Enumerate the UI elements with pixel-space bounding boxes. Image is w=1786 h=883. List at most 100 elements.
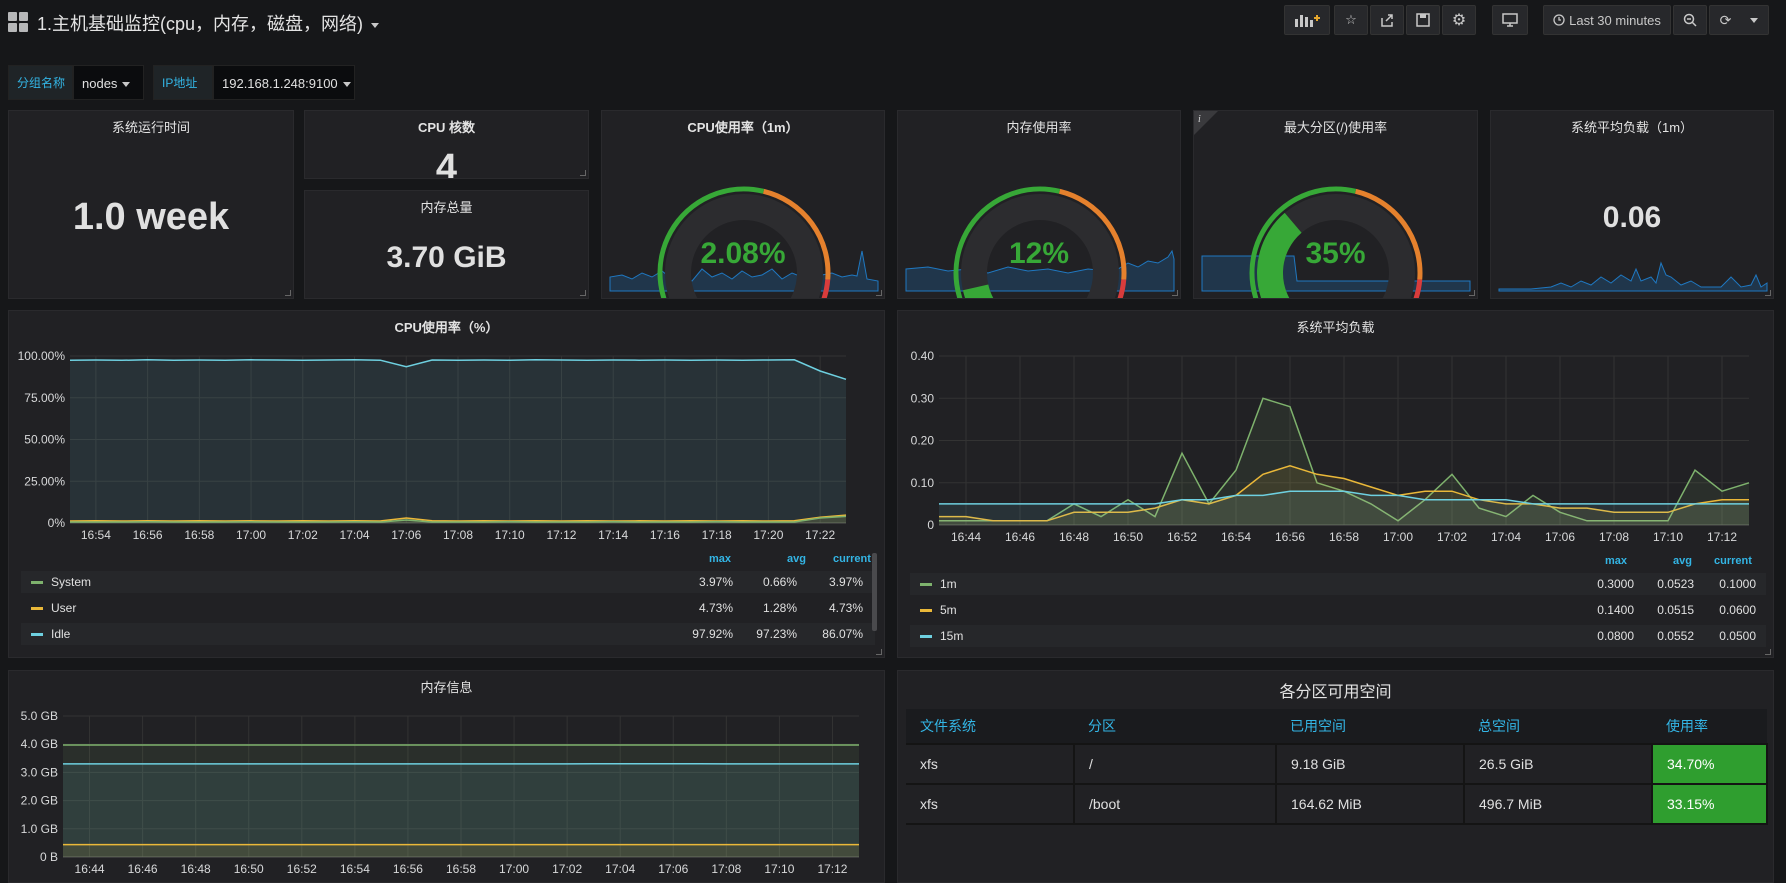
legend-row-user[interactable]: User 4.73% 1.28% 4.73% (21, 597, 875, 619)
memory-chart[interactable]: 5.0 GB 4.0 GB 3.0 GB 2.0 GB 1.0 GB 0 B 16:44 16… (9, 671, 885, 883)
x-tick-label: 16:56 (1275, 530, 1305, 544)
legend-header-avg[interactable]: avg (1673, 555, 1692, 567)
legend-swatch[interactable] (31, 633, 43, 637)
x-tick-label: 16:56 (133, 528, 163, 542)
x-tick-label: 16:58 (1329, 530, 1359, 544)
y-tick-label: 0% (48, 516, 66, 530)
column-header-used[interactable]: 已用空间 (1276, 709, 1464, 745)
legend-swatch[interactable] (920, 635, 932, 639)
variable-group-value: nodes (82, 76, 118, 91)
x-tick-label: 16:54 (340, 862, 370, 876)
y-tick-label: 0.20 (911, 434, 935, 448)
legend-max: 0.3000 (1597, 577, 1634, 591)
view-mode-button[interactable] (1492, 5, 1528, 35)
column-header-usage[interactable]: 使用率 (1652, 709, 1767, 745)
resize-handle[interactable] (1172, 290, 1178, 296)
add-panel-button[interactable] (1284, 5, 1330, 35)
x-tick-label: 17:20 (753, 528, 783, 542)
save-icon (1416, 13, 1430, 27)
gauge-track (665, 194, 823, 298)
legend-header-max[interactable]: max (709, 553, 732, 565)
panel-cpu-cores: CPU 核数 4 (304, 110, 589, 179)
legend-row-15m[interactable]: 15m 0.0800 0.0552 0.0500 (910, 625, 1766, 647)
variable-select-group[interactable]: 192.168.1.248:9100 nodes (73, 65, 144, 100)
legend-header-current[interactable]: current (1714, 555, 1752, 567)
top-navbar: 1.主机基础监控(cpu，内存，磁盘，网络) ☆ ⚙ Last 30 minut… (0, 0, 1786, 44)
column-header-total[interactable]: 总空间 (1464, 709, 1652, 745)
resize-handle[interactable] (580, 170, 586, 176)
dashboard-title: 1.主机基础监控(cpu，内存，磁盘，网络) (37, 14, 364, 34)
zoom-out-icon (1683, 13, 1697, 27)
panel-mem-usage-gauge: 内存使用率 12% (897, 110, 1181, 299)
legend-header-avg[interactable]: avg (787, 553, 806, 565)
legend-name: System (51, 575, 92, 589)
column-header-partition[interactable]: 分区 (1074, 709, 1276, 745)
legend-avg: 97.23% (756, 627, 797, 641)
dashboard-settings-button[interactable]: ⚙ (1442, 5, 1476, 35)
legend-row-1m[interactable]: 1m 0.3000 0.0523 0.1000 (910, 573, 1766, 595)
load-average-chart[interactable]: 0.40 0.30 0.20 0.10 0 16:44 16:46 16:48 16:50 16:… (898, 311, 1774, 551)
star-dashboard-button[interactable]: ☆ (1334, 5, 1368, 35)
x-tick-label: 17:12 (546, 528, 576, 542)
panel-title: 系统平均负载（1m） (1570, 120, 1694, 135)
x-tick-label: 17:02 (288, 528, 318, 542)
chevron-down-icon (371, 22, 380, 28)
legend-row-5m[interactable]: 5m 0.1400 0.0515 0.0600 (910, 599, 1766, 621)
series-line-5m[interactable] (939, 465, 1749, 522)
legend-swatch[interactable] (31, 581, 43, 585)
legend-swatch[interactable] (31, 607, 43, 611)
cpu-usage-value: 2.08% (700, 237, 786, 270)
info-corner-icon[interactable]: i (1194, 111, 1218, 135)
x-tick-label: 17:16 (650, 528, 680, 542)
variable-ip-value: 192.168.1.248:9100 (222, 76, 338, 91)
cell-partition: /boot (1074, 784, 1277, 825)
cpu-usage-chart[interactable]: 100.00% 75.00% 50.00% 25.00% 0% 16:54 16:56 16:… (9, 311, 885, 551)
gauge-threshold-orange (1355, 188, 1423, 280)
time-range-picker[interactable]: Last 30 minutes (1543, 5, 1671, 35)
resize-handle[interactable] (1765, 649, 1771, 655)
save-dashboard-button[interactable] (1406, 5, 1440, 35)
series-line-15m[interactable] (939, 490, 1749, 505)
zoom-out-button[interactable] (1673, 5, 1707, 35)
x-tick-label: 17:10 (495, 528, 525, 542)
legend-row-system[interactable]: System 3.97% 0.66% 3.97% (21, 571, 875, 593)
load-sparkline-svg (1498, 261, 1768, 292)
dashboard-grid-icon[interactable] (8, 12, 28, 32)
share-dashboard-button[interactable] (1370, 5, 1404, 35)
gauge-threshold-red (1413, 279, 1423, 298)
cell-partition: / (1074, 744, 1277, 785)
panel-title: CPU 核数 (417, 120, 476, 135)
legend-current: 0.1000 (1719, 577, 1756, 591)
legend-swatch[interactable] (920, 583, 932, 587)
x-tick-label: 17:00 (1383, 530, 1413, 544)
series-line-Idle[interactable] (69, 359, 847, 381)
resize-handle[interactable] (876, 290, 882, 296)
legend-scrollbar[interactable] (872, 553, 877, 631)
legend-swatch[interactable] (920, 609, 932, 613)
legend-name: Idle (51, 627, 71, 641)
resize-handle[interactable] (1469, 290, 1475, 296)
gauge-threshold-orange (763, 188, 831, 280)
column-header-filesystem[interactable]: 文件系统 (906, 709, 1074, 745)
legend-current: 0.0500 (1719, 629, 1756, 643)
sparkline-area (1498, 261, 1768, 292)
legend-header-max[interactable]: max (1605, 555, 1628, 567)
resize-handle[interactable] (285, 290, 291, 296)
legend-avg: 0.66% (762, 575, 797, 589)
resize-handle[interactable] (1765, 290, 1771, 296)
dashboard-title-dropdown[interactable]: 1.主机基础监控(cpu，内存，磁盘，网络) (37, 10, 380, 36)
uptime-value: 1.0 week (72, 196, 230, 238)
series-line-System[interactable] (70, 515, 847, 523)
x-tick-label: 17:12 (817, 862, 847, 876)
series-line-User[interactable] (69, 514, 847, 522)
variable-select-ip[interactable]: 192.168.1.248:9100 (213, 65, 355, 100)
y-tick-label: 25.00% (24, 474, 65, 488)
legend-avg: 0.0515 (1657, 603, 1694, 617)
gauge-threshold-red (821, 279, 831, 298)
resize-handle[interactable] (876, 649, 882, 655)
refresh-button[interactable]: ⟳ (1709, 5, 1769, 35)
x-tick-label: 17:10 (1653, 530, 1683, 544)
resize-handle[interactable] (580, 290, 586, 296)
legend-header-current[interactable]: current (833, 553, 871, 565)
legend-row-idle[interactable]: Idle 97.92% 97.23% 86.07% (21, 623, 875, 645)
